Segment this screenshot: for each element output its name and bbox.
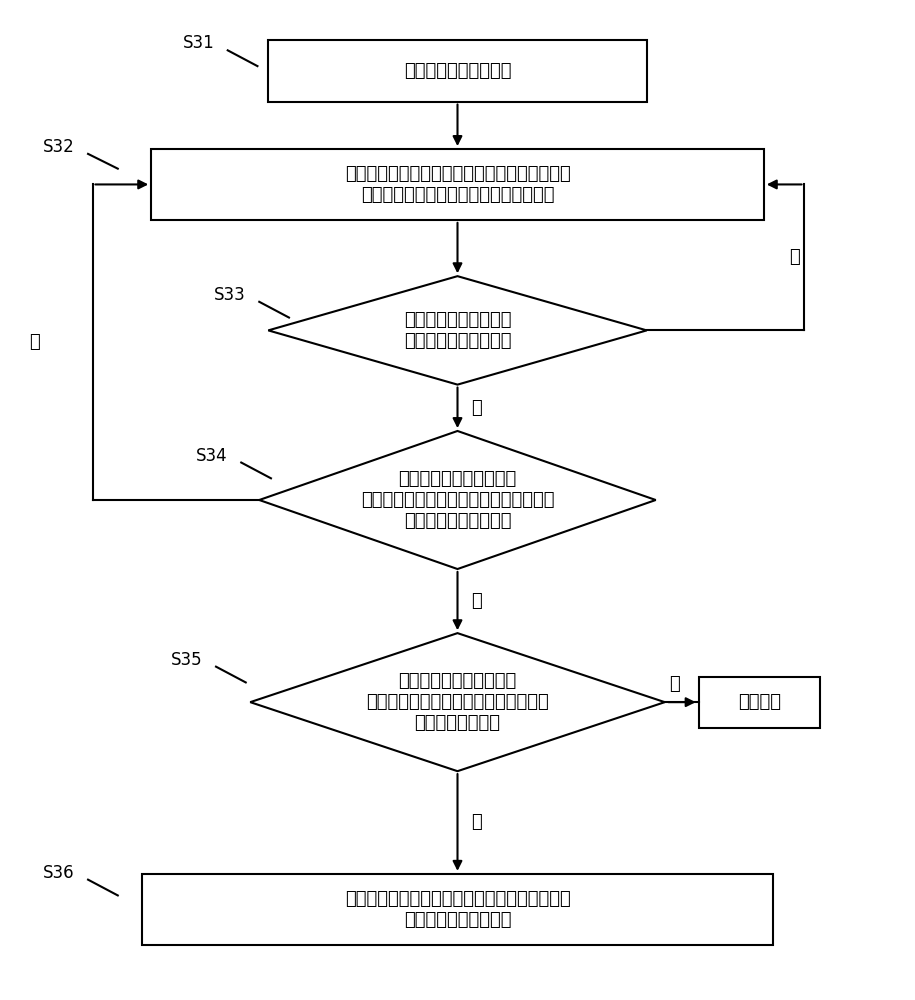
- Text: 判断达到要求的多个空气
粉尘浓度的其中一者对应的净化时间是否
大于理论完全净化时间: 判断达到要求的多个空气 粉尘浓度的其中一者对应的净化时间是否 大于理论完全净化时…: [361, 470, 554, 530]
- Text: S34: S34: [196, 447, 228, 465]
- Text: 是: 是: [471, 592, 482, 610]
- Text: 否: 否: [789, 248, 800, 266]
- Text: S31: S31: [183, 34, 214, 52]
- Text: 停止设定: 停止设定: [737, 693, 780, 711]
- FancyBboxPatch shape: [698, 677, 820, 728]
- Text: 否: 否: [29, 333, 40, 351]
- FancyBboxPatch shape: [151, 149, 764, 220]
- Text: S32: S32: [43, 138, 75, 156]
- Text: 是: 是: [471, 399, 482, 417]
- FancyBboxPatch shape: [268, 40, 647, 102]
- Text: 是: 是: [471, 813, 482, 831]
- Polygon shape: [250, 633, 665, 771]
- Text: S36: S36: [43, 864, 75, 882]
- Text: 设定所述至少两个连续的达到要求的空气粉尘浓
度中的其中一者为零点: 设定所述至少两个连续的达到要求的空气粉尘浓 度中的其中一者为零点: [345, 890, 570, 929]
- Text: 判断至少两个连续的达到
要求的空气粉尘浓度的平均值是否小于
第二空气粉尘浓度: 判断至少两个连续的达到 要求的空气粉尘浓度的平均值是否小于 第二空气粉尘浓度: [366, 672, 549, 732]
- Text: S33: S33: [214, 286, 246, 304]
- Text: 记录所述粉尘传感器检测的多个空气粉尘浓度以
及所述多个空气粉尘浓度对应的净化时间: 记录所述粉尘传感器检测的多个空气粉尘浓度以 及所述多个空气粉尘浓度对应的净化时间: [345, 165, 570, 204]
- Text: S35: S35: [171, 651, 202, 669]
- Text: 否: 否: [669, 675, 680, 693]
- Polygon shape: [268, 276, 647, 385]
- FancyBboxPatch shape: [142, 874, 773, 945]
- Text: 判断所检测的多个空气
粉尘浓度是否达到要求: 判断所检测的多个空气 粉尘浓度是否达到要求: [404, 311, 511, 350]
- Text: 控制所述净化装置工作: 控制所述净化装置工作: [404, 62, 511, 80]
- Polygon shape: [259, 431, 656, 569]
